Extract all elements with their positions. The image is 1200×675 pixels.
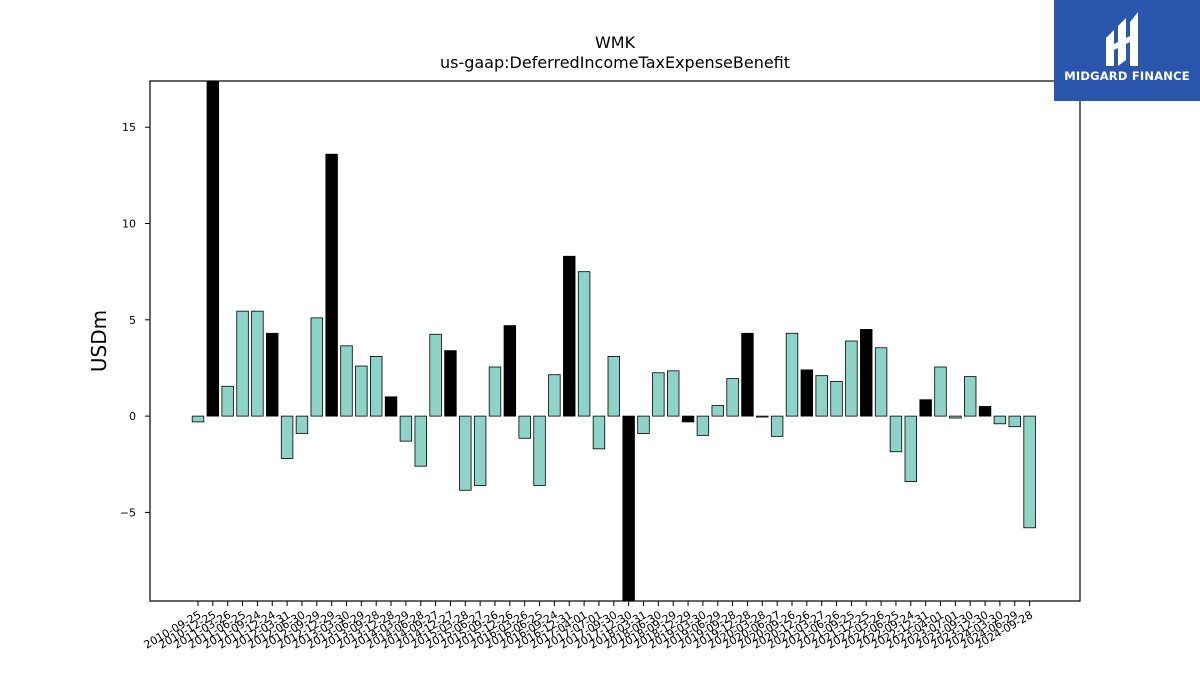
bar-2018-03-31: [637, 415, 650, 434]
bar-2020-03-28: [756, 415, 769, 418]
bar-2016-12-31: [563, 255, 576, 417]
bar-2018-12-29: [681, 415, 695, 423]
y-tick-label: 5: [129, 314, 136, 327]
bar-2020-06-27: [770, 415, 784, 437]
bar-2014-06-28: [414, 415, 427, 467]
bar-2013-09-28: [369, 356, 383, 417]
brand-logo: MIDGARD FINANCE: [1054, 0, 1200, 101]
bar-2015-03-28: [459, 415, 472, 491]
bar-2022-09-24: [904, 415, 918, 482]
bar-2012-09-29: [310, 317, 324, 417]
bar-2014-03-29: [399, 415, 413, 442]
bar-2013-06-29: [355, 365, 368, 417]
bars-group: [191, 80, 1036, 602]
bar-2015-06-27: [473, 415, 487, 486]
bar-2010-12-25: [206, 80, 220, 417]
bar-2022-12-31: [919, 399, 932, 417]
bar-2017-09-30: [607, 356, 621, 417]
bar-2016-03-26: [518, 415, 531, 439]
bar-2017-04-01: [577, 271, 591, 417]
bar-2023-07-01: [949, 415, 962, 419]
y-tick-label: 10: [122, 218, 136, 231]
midgard-logo-icon: [1106, 12, 1138, 66]
bar-2016-09-24: [548, 374, 561, 417]
bar-2020-09-26: [785, 332, 799, 417]
bar-2013-03-30: [340, 345, 353, 417]
y-tick-label: 15: [122, 121, 136, 134]
bar-2010-09-25: [191, 415, 205, 423]
chart-title: WMK: [595, 33, 636, 52]
bar-2012-06-30: [295, 415, 309, 434]
bar-2016-06-25: [533, 415, 546, 486]
bar-2013-12-28: [384, 396, 398, 417]
bar-2019-03-30: [696, 415, 710, 436]
bar-2024-09-28: [1023, 415, 1036, 529]
brand-name: MIDGARD FINANCE: [1064, 69, 1190, 83]
bar-2019-12-28: [741, 332, 754, 417]
bar-2011-03-26: [221, 385, 234, 417]
bar-2017-07-01: [592, 415, 606, 450]
bar-2022-06-25: [889, 415, 903, 453]
y-axis-label: USDm: [87, 310, 111, 372]
bar-2015-09-26: [488, 366, 502, 417]
bar-2021-03-27: [815, 375, 828, 417]
bar-2011-09-24: [251, 310, 264, 417]
bar-2014-09-27: [429, 333, 442, 417]
bar-2012-03-31: [280, 415, 294, 459]
bar-2024-03-30: [993, 415, 1007, 425]
bar-2021-09-25: [845, 340, 858, 417]
bar-2019-09-28: [726, 378, 739, 417]
y-tick-label: 0: [129, 410, 136, 423]
bar-2018-06-30: [652, 372, 665, 417]
bar-2018-09-29: [667, 370, 680, 417]
bar-2019-06-29: [711, 405, 724, 417]
y-ticks-group: −5 0 5 10 15: [120, 121, 150, 519]
bar-2023-04-01: [934, 366, 947, 417]
bar-2023-09-30: [964, 376, 977, 417]
bar-2015-12-26: [503, 325, 517, 417]
x-ticks-group: 2010-09-252010-12-252011-03-262011-06-25…: [142, 601, 1035, 652]
plot-frame: [149, 80, 1081, 602]
bar-2012-12-29: [325, 153, 338, 417]
bar-2023-12-30: [978, 406, 992, 417]
bar-2022-03-26: [874, 347, 888, 417]
chart-subtitle: us-gaap:DeferredIncomeTaxExpenseBenefit: [440, 53, 790, 72]
bar-2020-12-26: [800, 369, 814, 417]
bar-2014-12-27: [444, 350, 457, 417]
y-tick-label: −5: [120, 506, 136, 519]
bar-2017-12-30: [622, 415, 635, 602]
bar-2024-06-29: [1008, 415, 1021, 428]
bar-2011-12-24: [266, 332, 279, 417]
bar-2011-06-25: [236, 310, 249, 417]
bar-2021-12-25: [860, 329, 873, 417]
bar-2021-06-26: [830, 381, 843, 417]
